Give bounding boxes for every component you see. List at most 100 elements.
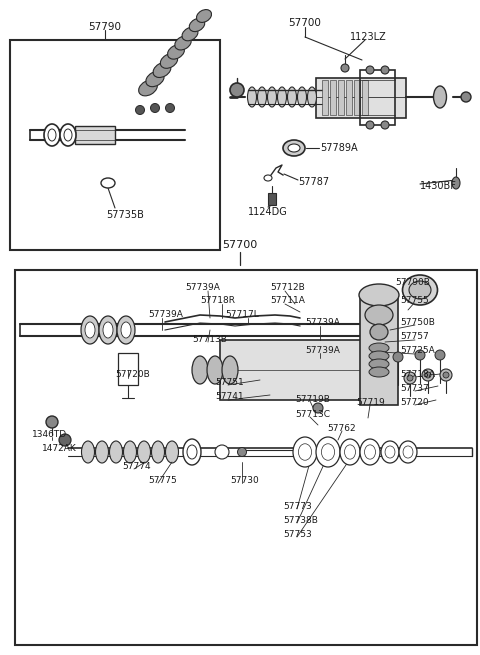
Text: 1346TD: 1346TD	[32, 430, 67, 439]
Bar	[360, 70, 395, 125]
Bar	[330, 80, 336, 115]
Text: 57787: 57787	[298, 177, 329, 187]
Text: 1472AK: 1472AK	[42, 444, 77, 453]
Ellipse shape	[257, 87, 266, 107]
Bar	[338, 80, 344, 115]
Ellipse shape	[99, 316, 117, 344]
Text: 57720: 57720	[400, 398, 429, 407]
Text: 57719B: 57719B	[295, 395, 330, 404]
Ellipse shape	[381, 66, 389, 74]
Bar	[15, 270, 477, 645]
Bar	[362, 80, 368, 115]
Text: 57720B: 57720B	[115, 370, 150, 379]
Text: 57789A: 57789A	[320, 143, 358, 153]
Ellipse shape	[59, 434, 71, 446]
Text: 57738B: 57738B	[283, 516, 318, 525]
Ellipse shape	[182, 28, 198, 41]
Ellipse shape	[308, 87, 316, 107]
Ellipse shape	[288, 87, 297, 107]
Bar	[118, 353, 138, 385]
Ellipse shape	[369, 351, 389, 361]
Text: 57713B: 57713B	[192, 335, 227, 344]
Bar	[220, 340, 365, 400]
Ellipse shape	[44, 124, 60, 146]
Text: 57717L: 57717L	[225, 310, 259, 319]
Ellipse shape	[46, 416, 58, 428]
Ellipse shape	[166, 441, 179, 463]
Text: 57712B: 57712B	[270, 283, 305, 292]
Ellipse shape	[117, 316, 135, 344]
Ellipse shape	[298, 87, 307, 107]
Ellipse shape	[415, 350, 425, 360]
Ellipse shape	[340, 439, 360, 465]
Ellipse shape	[264, 175, 272, 181]
Text: 57750B: 57750B	[400, 318, 435, 327]
Ellipse shape	[433, 86, 446, 108]
Ellipse shape	[139, 80, 157, 96]
Ellipse shape	[123, 441, 136, 463]
Ellipse shape	[435, 350, 445, 360]
Ellipse shape	[81, 316, 99, 344]
Text: 57725A: 57725A	[400, 346, 435, 355]
Ellipse shape	[238, 447, 247, 457]
Ellipse shape	[345, 445, 356, 459]
Ellipse shape	[168, 45, 184, 59]
Ellipse shape	[60, 124, 76, 146]
Ellipse shape	[299, 443, 312, 460]
Ellipse shape	[135, 105, 144, 115]
Ellipse shape	[407, 375, 413, 381]
Ellipse shape	[101, 178, 115, 188]
Ellipse shape	[393, 352, 403, 362]
Ellipse shape	[370, 324, 388, 340]
Ellipse shape	[365, 305, 393, 325]
Ellipse shape	[341, 64, 349, 72]
Ellipse shape	[121, 322, 131, 338]
Ellipse shape	[151, 103, 159, 113]
Text: 1430BF: 1430BF	[420, 181, 457, 191]
Ellipse shape	[422, 369, 434, 381]
Ellipse shape	[369, 367, 389, 377]
Ellipse shape	[403, 446, 413, 458]
Bar	[268, 193, 276, 205]
Text: 57790B: 57790B	[395, 278, 430, 287]
Ellipse shape	[152, 441, 165, 463]
Ellipse shape	[109, 441, 122, 463]
Ellipse shape	[146, 71, 164, 86]
Ellipse shape	[369, 343, 389, 353]
Text: 1124DG: 1124DG	[248, 207, 288, 217]
Text: 57757: 57757	[400, 332, 429, 341]
Text: 57713C: 57713C	[295, 410, 330, 419]
Text: 57711A: 57711A	[270, 296, 305, 305]
Ellipse shape	[409, 281, 431, 299]
Text: 57755: 57755	[400, 296, 429, 305]
Ellipse shape	[192, 356, 208, 384]
Bar	[346, 80, 352, 115]
Ellipse shape	[385, 446, 395, 458]
Text: 57737: 57737	[400, 384, 429, 393]
Ellipse shape	[215, 445, 229, 459]
Text: 57762: 57762	[327, 424, 356, 433]
Bar	[354, 80, 360, 115]
Ellipse shape	[322, 443, 335, 460]
Ellipse shape	[440, 369, 452, 381]
Ellipse shape	[381, 121, 389, 129]
Bar	[316, 78, 406, 118]
Ellipse shape	[366, 66, 374, 74]
Bar	[75, 126, 115, 144]
Ellipse shape	[196, 10, 212, 22]
Ellipse shape	[443, 372, 449, 378]
Ellipse shape	[364, 445, 375, 459]
Ellipse shape	[153, 62, 171, 77]
Bar	[322, 80, 328, 115]
Text: 57700: 57700	[288, 18, 322, 28]
Ellipse shape	[103, 322, 113, 338]
Ellipse shape	[399, 441, 417, 463]
Ellipse shape	[160, 54, 178, 68]
Ellipse shape	[267, 87, 276, 107]
Ellipse shape	[452, 177, 460, 189]
Ellipse shape	[96, 441, 108, 463]
Text: 57719: 57719	[356, 398, 385, 407]
Ellipse shape	[187, 445, 197, 459]
Text: 57741: 57741	[215, 392, 244, 401]
Ellipse shape	[82, 441, 95, 463]
